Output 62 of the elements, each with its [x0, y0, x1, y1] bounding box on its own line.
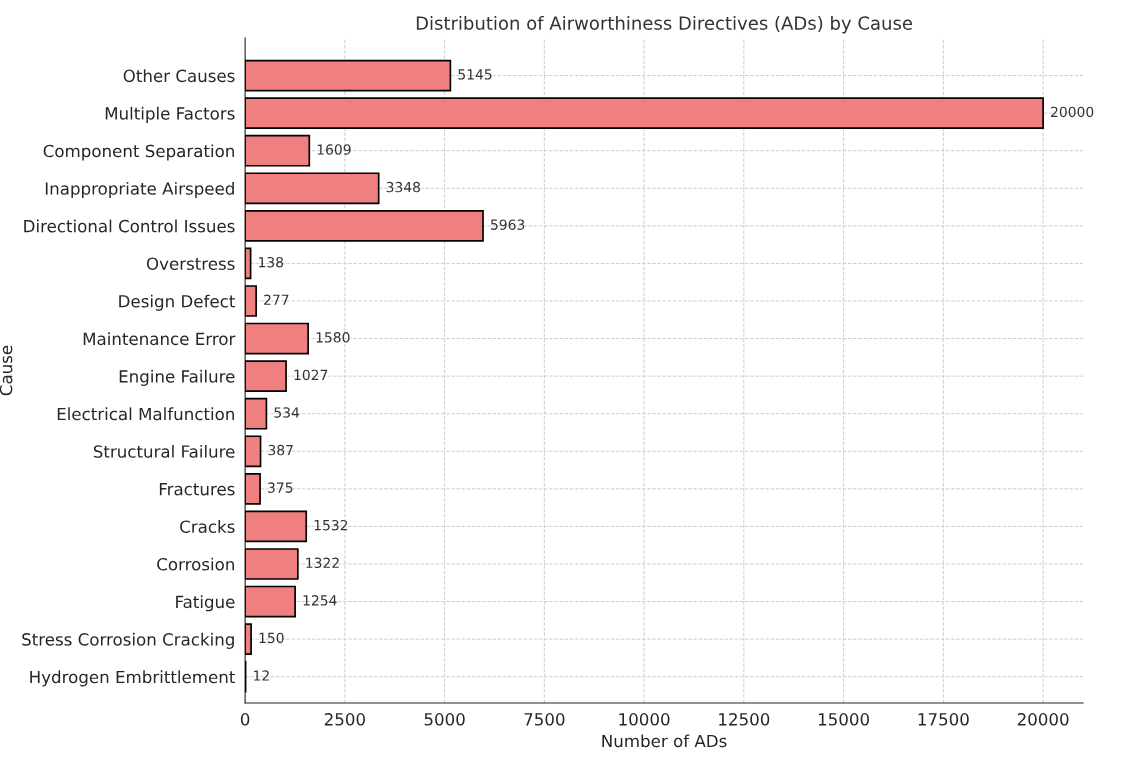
y-tick-label: Design Defect [119, 294, 235, 311]
x-tick-label: 15000 [818, 713, 869, 726]
x-tick-label: 12500 [719, 713, 770, 726]
y-tick-label: Multiple Factors [105, 106, 235, 123]
data-label: 1609 [317, 144, 351, 155]
data-label: 1027 [294, 369, 328, 381]
y-tick-label: Directional Control Issues [24, 219, 235, 233]
bar [245, 548, 299, 580]
bar [245, 247, 252, 280]
x-tick-label: 7500 [524, 713, 565, 726]
data-label: 387 [268, 444, 293, 456]
bar [245, 59, 452, 92]
bar [245, 585, 296, 618]
data-label: 20000 [1051, 106, 1094, 118]
bar [245, 623, 252, 655]
bar [245, 97, 1044, 130]
y-tick-label: Stress Corrosion Cracking [22, 632, 234, 649]
bar [245, 472, 261, 505]
x-axis-title: Number of ADs [602, 734, 727, 748]
data-label: 277 [264, 294, 289, 305]
y-tick-label: Fatigue [176, 595, 235, 612]
y-tick-label: Cracks [180, 520, 235, 533]
data-label: 1532 [314, 519, 348, 531]
y-tick-label: Overstress [146, 257, 235, 270]
x-tick-label: 10000 [619, 713, 670, 726]
bar [245, 397, 268, 430]
data-label: 3348 [386, 181, 421, 193]
bar [245, 322, 309, 355]
y-tick-label: Maintenance Error [83, 332, 236, 346]
data-label: 12 [254, 670, 269, 681]
data-label: 1322 [306, 557, 339, 569]
data-label: 150 [259, 632, 284, 644]
y-tick-label: Hydrogen Embrittlement [30, 670, 235, 687]
x-tick-label: 2500 [324, 713, 365, 726]
data-label: 138 [259, 256, 284, 268]
x-tick-label: 0 [240, 713, 250, 726]
y-tick-label: Corrosion [157, 557, 234, 571]
y-tick-label: Structural Failure [93, 444, 235, 458]
x-tick-label: 20000 [1017, 713, 1069, 726]
bar [245, 172, 380, 205]
bar [245, 360, 287, 392]
data-label: 534 [274, 407, 300, 418]
y-tick-label: Inappropriate Airspeed [45, 181, 234, 199]
data-label: 5145 [458, 69, 492, 80]
y-tick-label: Other Causes [123, 69, 235, 83]
bar [245, 285, 257, 317]
x-tick-label: 17500 [918, 713, 969, 726]
data-label: 1254 [303, 595, 337, 606]
y-tick-label: Engine Failure [119, 369, 235, 386]
x-tick-label: 5000 [424, 713, 465, 726]
bar [245, 134, 311, 167]
y-tick-label: Component Separation [43, 144, 234, 161]
bar [245, 435, 262, 468]
bar [245, 209, 484, 242]
y-axis-title: Cause [0, 345, 13, 396]
data-label: 5963 [491, 219, 525, 230]
bar [245, 510, 308, 543]
data-label: 375 [268, 482, 293, 493]
data-label: 1580 [316, 332, 350, 343]
chart-title: Distribution of Airworthiness Directives (ADs) by Cause [416, 15, 913, 34]
y-tick-label: Fractures [159, 483, 235, 496]
y-tick-label: Electrical Malfunction [57, 407, 234, 421]
